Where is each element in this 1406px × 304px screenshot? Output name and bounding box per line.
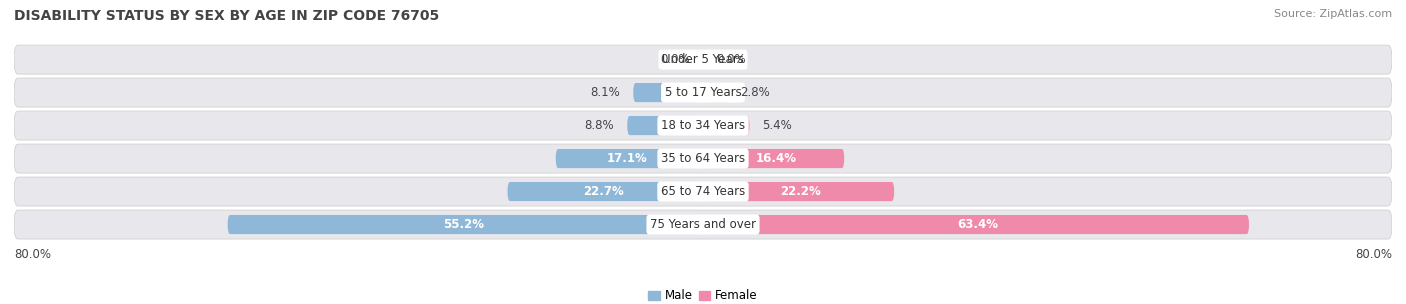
Text: 35 to 64 Years: 35 to 64 Years (661, 152, 745, 165)
FancyBboxPatch shape (14, 210, 1392, 239)
Text: 8.8%: 8.8% (585, 119, 614, 132)
Text: 5 to 17 Years: 5 to 17 Years (665, 86, 741, 99)
Text: 63.4%: 63.4% (957, 218, 998, 231)
FancyBboxPatch shape (14, 111, 1392, 140)
Text: 22.7%: 22.7% (582, 185, 623, 198)
Text: 18 to 34 Years: 18 to 34 Years (661, 119, 745, 132)
FancyBboxPatch shape (228, 215, 699, 234)
Text: 80.0%: 80.0% (14, 248, 51, 261)
Text: 0.0%: 0.0% (661, 53, 690, 66)
Text: DISABILITY STATUS BY SEX BY AGE IN ZIP CODE 76705: DISABILITY STATUS BY SEX BY AGE IN ZIP C… (14, 9, 439, 23)
Text: Source: ZipAtlas.com: Source: ZipAtlas.com (1274, 9, 1392, 19)
FancyBboxPatch shape (14, 144, 1392, 173)
FancyBboxPatch shape (14, 45, 1392, 74)
FancyBboxPatch shape (707, 116, 749, 135)
Text: 16.4%: 16.4% (755, 152, 796, 165)
FancyBboxPatch shape (14, 78, 1392, 107)
FancyBboxPatch shape (707, 215, 1249, 234)
Text: 65 to 74 Years: 65 to 74 Years (661, 185, 745, 198)
Text: 55.2%: 55.2% (443, 218, 484, 231)
FancyBboxPatch shape (707, 182, 894, 201)
FancyBboxPatch shape (707, 149, 844, 168)
FancyBboxPatch shape (508, 182, 699, 201)
Text: 80.0%: 80.0% (1355, 248, 1392, 261)
FancyBboxPatch shape (627, 116, 699, 135)
Text: 5.4%: 5.4% (762, 119, 792, 132)
FancyBboxPatch shape (633, 83, 699, 102)
Text: 0.0%: 0.0% (716, 53, 745, 66)
FancyBboxPatch shape (707, 83, 727, 102)
Text: 2.8%: 2.8% (740, 86, 769, 99)
Text: Under 5 Years: Under 5 Years (662, 53, 744, 66)
Text: 17.1%: 17.1% (607, 152, 648, 165)
FancyBboxPatch shape (14, 177, 1392, 206)
FancyBboxPatch shape (555, 149, 699, 168)
Text: 8.1%: 8.1% (591, 86, 620, 99)
Text: 75 Years and over: 75 Years and over (650, 218, 756, 231)
Legend: Male, Female: Male, Female (644, 285, 762, 304)
Text: 22.2%: 22.2% (780, 185, 821, 198)
